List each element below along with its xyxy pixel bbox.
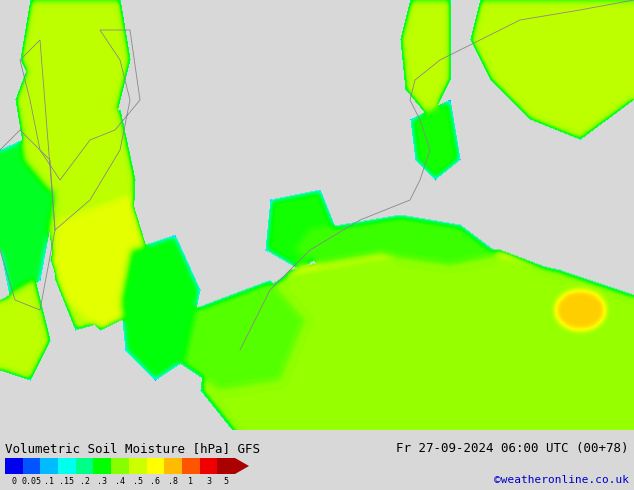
Text: ©weatheronline.co.uk: ©weatheronline.co.uk	[494, 475, 629, 485]
Text: 0.05: 0.05	[22, 477, 42, 486]
Bar	[200, 458, 217, 474]
Bar	[129, 458, 146, 474]
Bar	[93, 458, 111, 474]
Bar	[23, 458, 41, 474]
Bar	[182, 458, 200, 474]
Text: 3: 3	[206, 477, 211, 486]
Bar	[0, 430, 634, 490]
Bar	[111, 458, 129, 474]
Bar	[217, 458, 235, 474]
Text: .15: .15	[60, 477, 74, 486]
Text: .8: .8	[168, 477, 178, 486]
Text: .6: .6	[150, 477, 160, 486]
Bar	[58, 458, 76, 474]
FancyArrow shape	[235, 458, 249, 474]
Text: .3: .3	[97, 477, 107, 486]
Text: Fr 27-09-2024 06:00 UTC (00+78): Fr 27-09-2024 06:00 UTC (00+78)	[396, 442, 629, 455]
Bar	[146, 458, 164, 474]
Text: .5: .5	[133, 477, 143, 486]
Text: .1: .1	[44, 477, 55, 486]
Bar	[76, 458, 93, 474]
Text: Volumetric Soil Moisture [hPa] GFS: Volumetric Soil Moisture [hPa] GFS	[5, 442, 260, 455]
Text: 5: 5	[224, 477, 229, 486]
Bar	[164, 458, 182, 474]
Text: 0: 0	[11, 477, 16, 486]
Bar	[41, 458, 58, 474]
Text: 1: 1	[188, 477, 193, 486]
Text: .2: .2	[80, 477, 89, 486]
Text: .4: .4	[115, 477, 125, 486]
Bar	[5, 458, 23, 474]
